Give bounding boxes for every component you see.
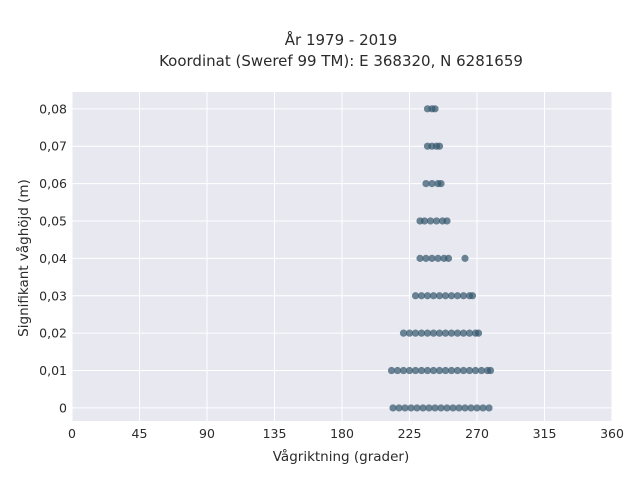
- data-point: [387, 366, 396, 375]
- y-tick-label: 0,05: [39, 213, 67, 228]
- data-point: [423, 292, 432, 300]
- data-point: [447, 292, 456, 300]
- x-tick-label: 90: [199, 426, 215, 441]
- data-point: [434, 254, 442, 262]
- data-point: [417, 292, 426, 300]
- data-point: [432, 217, 441, 225]
- data-point: [447, 329, 456, 337]
- y-tick-label: 0,03: [39, 288, 67, 303]
- chart-subtitle: Koordinat (Sweref 99 TM): E 368320, N 62…: [159, 52, 523, 70]
- data-point: [435, 366, 444, 375]
- x-tick-label: 270: [465, 426, 489, 441]
- y-tick-label: 0,06: [39, 176, 67, 191]
- data-point: [417, 329, 426, 337]
- data-point: [453, 292, 462, 300]
- y-axis-title: Signifikant våghöjd (m): [15, 179, 32, 337]
- data-point: [437, 179, 445, 188]
- data-point: [441, 366, 450, 375]
- grid-lines: [71, 92, 613, 421]
- data-point: [461, 404, 469, 412]
- data-point: [399, 366, 408, 375]
- data-point: [486, 366, 495, 375]
- data-point: [473, 404, 481, 412]
- data-point: [422, 254, 430, 262]
- data-point: [447, 366, 456, 375]
- data-point: [429, 292, 438, 300]
- data-point: [459, 292, 468, 300]
- data-point: [422, 179, 430, 188]
- data-point: [395, 404, 403, 412]
- data-point: [428, 254, 436, 262]
- data-point: [453, 329, 462, 337]
- data-point: [441, 329, 450, 337]
- data-point: [417, 366, 426, 375]
- y-tick-label: 0,07: [39, 139, 67, 154]
- data-point: [429, 366, 438, 375]
- data-point: [420, 217, 429, 225]
- data-point: [477, 366, 486, 375]
- data-point: [413, 404, 421, 412]
- data-point: [405, 329, 414, 337]
- data-point: [423, 329, 432, 337]
- data-point: [411, 366, 420, 375]
- data-points: [387, 105, 495, 412]
- data-point: [468, 292, 477, 300]
- data-point: [449, 404, 457, 412]
- data-point: [435, 292, 444, 300]
- data-point: [443, 404, 451, 412]
- y-tick-label: 0,01: [39, 363, 67, 378]
- data-point: [453, 366, 462, 375]
- data-point: [425, 404, 433, 412]
- data-point: [485, 404, 493, 412]
- data-point: [459, 329, 468, 337]
- x-tick-label: 135: [263, 426, 287, 441]
- x-tick-label: 180: [330, 426, 354, 441]
- data-point: [419, 404, 427, 412]
- y-tick-label: 0: [59, 400, 67, 415]
- data-point: [465, 329, 474, 337]
- data-point: [416, 254, 424, 262]
- y-tick-label: 0,04: [39, 251, 67, 266]
- data-point: [465, 366, 474, 375]
- x-tick-label: 0: [68, 426, 76, 441]
- y-tick-label: 0,02: [39, 326, 67, 341]
- data-point: [411, 292, 420, 300]
- data-point: [435, 329, 444, 337]
- data-point: [411, 329, 420, 337]
- data-point: [474, 329, 483, 337]
- data-point: [405, 366, 414, 375]
- data-point: [431, 105, 439, 113]
- data-point: [428, 179, 436, 188]
- data-point: [426, 217, 435, 225]
- data-point: [461, 254, 469, 262]
- data-point: [431, 404, 439, 412]
- data-point: [399, 329, 408, 337]
- data-point: [423, 366, 432, 375]
- data-point: [443, 217, 451, 225]
- data-point: [393, 366, 402, 375]
- x-tick-label: 45: [132, 426, 148, 441]
- data-point: [441, 292, 450, 300]
- chart-title: År 1979 - 2019: [285, 30, 398, 49]
- data-point: [401, 404, 409, 412]
- data-point: [437, 404, 445, 412]
- data-point: [479, 404, 487, 412]
- data-point: [407, 404, 415, 412]
- data-point: [389, 404, 397, 412]
- x-axis-title: Vågriktning (grader): [273, 448, 410, 465]
- y-tick-label: 0,08: [39, 101, 67, 116]
- x-tick-label: 225: [398, 426, 422, 441]
- data-point: [435, 142, 444, 150]
- data-point: [455, 404, 463, 412]
- data-point: [459, 366, 468, 375]
- data-point: [471, 366, 480, 375]
- x-tick-label: 360: [600, 426, 624, 441]
- data-point: [429, 329, 438, 337]
- x-tick-label: 315: [533, 426, 557, 441]
- data-point: [467, 404, 475, 412]
- data-point: [444, 254, 453, 262]
- tick-labels: 0 45 90 135 180 225 270 315 360 0 0,01 0,02 0,03 0,04…: [39, 101, 624, 441]
